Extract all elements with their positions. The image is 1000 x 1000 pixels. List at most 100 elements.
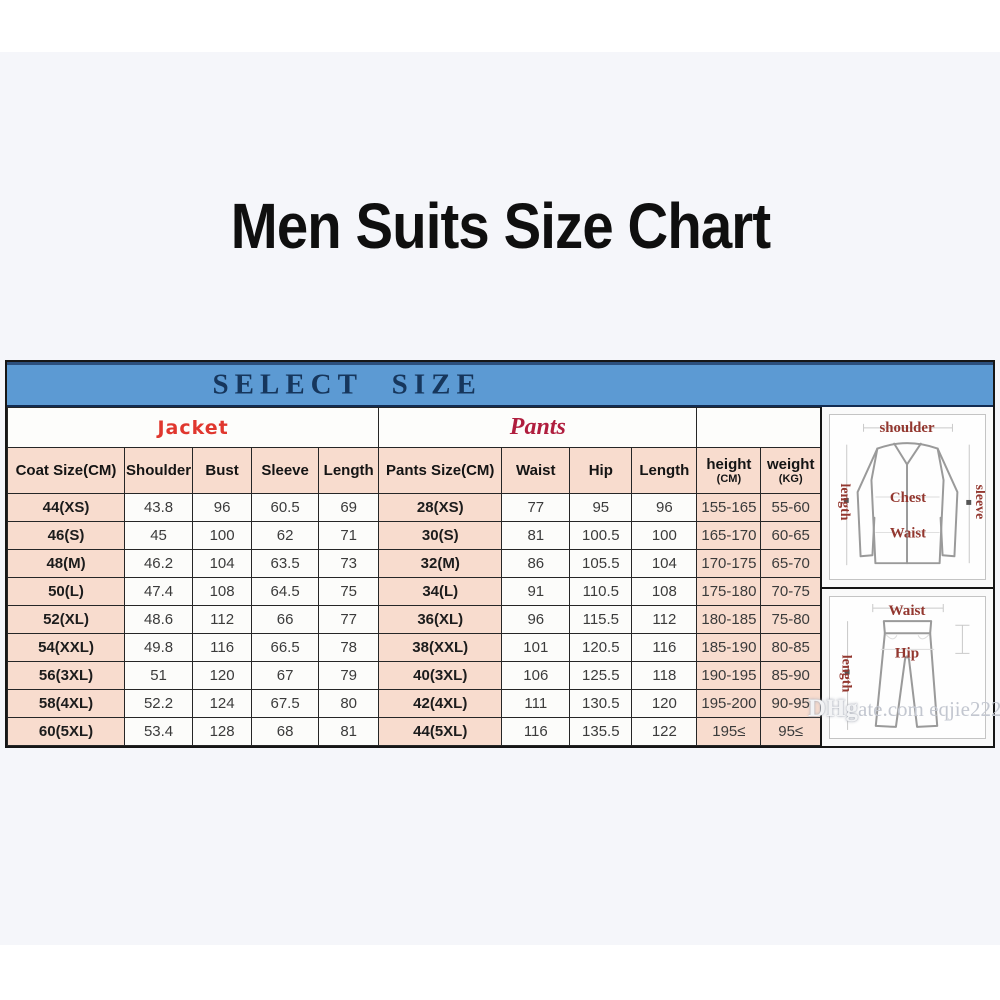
table-cell: 108 (631, 577, 698, 606)
table-cell: 125.5 (569, 661, 633, 690)
table-cell: 67.5 (251, 689, 320, 718)
table-cell: 77 (501, 493, 571, 522)
table-cell: 75 (318, 577, 380, 606)
table-cell: 95≤ (760, 717, 822, 746)
table-cell: 95 (569, 493, 633, 522)
table-cell: 55-60 (760, 493, 822, 522)
table-cell: 122 (631, 717, 698, 746)
table-cell: 48.6 (124, 605, 194, 634)
col-header-waist: Waist (501, 447, 571, 494)
table-cell: 100 (192, 521, 253, 550)
table-cell: 116 (192, 633, 253, 662)
section-band-row: Jacket Pants (6, 407, 822, 448)
table-cell: 60-65 (760, 521, 822, 550)
col-header-shoulder: Shoulder (124, 447, 194, 494)
table-cell: 60(5XL) (6, 717, 126, 746)
table-cell: 195≤ (696, 717, 762, 746)
pants-illustration: Waist length Hip (829, 596, 986, 739)
size-table-body-wrap: Jacket Pants Coat Size(CM) Shoulder Bust… (6, 407, 1000, 746)
table-cell: 47.4 (124, 577, 194, 606)
col-header-bust: Bust (192, 447, 253, 494)
table-cell: 112 (192, 605, 253, 634)
table-cell: 130.5 (569, 689, 633, 718)
table-cell: 81 (318, 717, 380, 746)
col-header-height: height (CM) (696, 447, 762, 494)
table-row: 44(XS) 43.8 96 60.5 69 28(XS) 77 95 96 155-165 55-… (6, 493, 822, 522)
table-cell: 32(M) (378, 549, 503, 578)
table-cell: 70-75 (760, 577, 822, 606)
empty-band-cell (696, 407, 822, 448)
table-cell: 104 (631, 549, 698, 578)
table-cell: 63.5 (251, 549, 320, 578)
table-cell: 85-90 (760, 661, 822, 690)
table-cell: 40(3XL) (378, 661, 503, 690)
table-cell: 75-80 (760, 605, 822, 634)
table-cell: 66 (251, 605, 320, 634)
table-cell: 58(4XL) (6, 689, 126, 718)
table-row: 48(M) 46.2 104 63.5 73 32(M) 86 105.5 104 170-175… (6, 549, 822, 578)
jacket-shoulder-label: shoulder (879, 420, 935, 436)
table-row: 58(4XL) 52.2 124 67.5 80 42(4XL) 111 130.5 120 19… (6, 689, 822, 718)
table-cell: 190-195 (696, 661, 762, 690)
table-cell: 116 (631, 633, 698, 662)
size-chart-table: SELECT SIZE Jacket Pants Coa (5, 360, 1000, 748)
table-cell: 195-200 (696, 689, 762, 718)
product-photo-area: Men Suits Size Chart SELECT SIZE Jacket … (0, 52, 1000, 945)
col-header-sleeve: Sleeve (251, 447, 320, 494)
table-cell: 66.5 (251, 633, 320, 662)
table-cell: 100.5 (569, 521, 633, 550)
table-cell: 79 (318, 661, 380, 690)
table-row: 60(5XL) 53.4 128 68 81 44(5XL) 116 135.5 122 195≤… (6, 717, 822, 746)
table-cell: 104 (192, 549, 253, 578)
table-cell: 43.8 (124, 493, 194, 522)
table-row: 56(3XL) 51 120 67 79 40(3XL) 106 125.5 118 190-19… (6, 661, 822, 690)
table-cell: 67 (251, 661, 320, 690)
table-row: 50(L) 47.4 108 64.5 75 34(L) 91 110.5 108 175-180… (6, 577, 822, 606)
table-cell: 180-185 (696, 605, 762, 634)
table-cell: 175-180 (696, 577, 762, 606)
illustration-column: shoulder length sleeve Chest Waist (808, 407, 1000, 746)
table-cell: 96 (501, 605, 571, 634)
table-cell: 135.5 (569, 717, 633, 746)
col-header-weight: weight (KG) (760, 447, 822, 494)
height-unit: (CM) (716, 473, 742, 486)
table-cell: 48(M) (6, 549, 126, 578)
table-row: 52(XL) 48.6 112 66 77 36(XL) 96 115.5 112 180-185… (6, 605, 822, 634)
table-cell: 34(L) (378, 577, 503, 606)
table-cell: 44(XS) (6, 493, 126, 522)
table-cell: 42(4XL) (378, 689, 503, 718)
table-cell: 110.5 (569, 577, 633, 606)
pants-illustration-cell: Waist length Hip DHgate.com eqjie222 (808, 589, 1000, 746)
table-cell: 49.8 (124, 633, 194, 662)
table-cell: 108 (192, 577, 253, 606)
table-cell: 120 (631, 689, 698, 718)
table-cell: 120 (192, 661, 253, 690)
table-cell: 128 (192, 717, 253, 746)
table-cell: 91 (501, 577, 571, 606)
table-cell: 53.4 (124, 717, 194, 746)
table-cell: 60.5 (251, 493, 320, 522)
column-header-row: Coat Size(CM) Shoulder Bust Sleeve Lengt… (6, 447, 822, 494)
table-cell: 105.5 (569, 549, 633, 578)
jacket-section-label: Jacket (6, 407, 380, 448)
jacket-sketch: shoulder length sleeve Chest Waist (838, 420, 985, 566)
table-cell: 111 (501, 689, 571, 718)
weight-unit: (KG) (778, 473, 803, 486)
table-cell: 52.2 (124, 689, 194, 718)
table-cell: 62 (251, 521, 320, 550)
table-cell: 120.5 (569, 633, 633, 662)
pants-length-label: length (839, 655, 855, 693)
table-cell: 68 (251, 717, 320, 746)
table-cell: 51 (124, 661, 194, 690)
col-header-pants-size: Pants Size(CM) (378, 447, 503, 494)
table-cell: 115.5 (569, 605, 633, 634)
table-cell: 185-190 (696, 633, 762, 662)
table-cell: 30(S) (378, 521, 503, 550)
table-cell: 106 (501, 661, 571, 690)
pants-sketch: Waist length Hip (839, 603, 970, 730)
table-cell: 46.2 (124, 549, 194, 578)
select-size-label: SELECT SIZE (212, 368, 482, 401)
col-header-length: Length (318, 447, 380, 494)
size-table-rows: 44(XS) 43.8 96 60.5 69 28(XS) 77 95 96 155-165 55-… (6, 493, 822, 746)
table-row: 54(XXL) 49.8 116 66.5 78 38(XXL) 101 120.5 116 18… (6, 633, 822, 662)
